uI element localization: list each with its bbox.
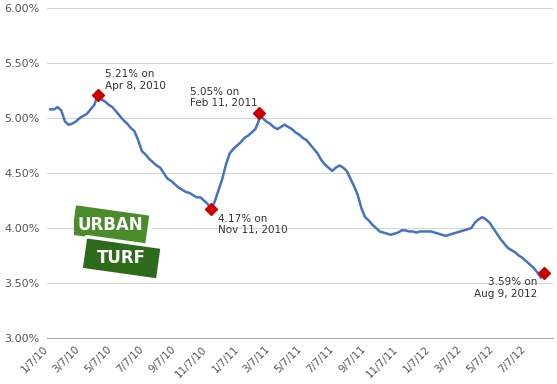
- FancyBboxPatch shape: [79, 234, 165, 283]
- Text: 3.59% on
Aug 9, 2012: 3.59% on Aug 9, 2012: [474, 277, 538, 299]
- FancyBboxPatch shape: [81, 237, 162, 280]
- Text: 5.21% on
Apr 8, 2010: 5.21% on Apr 8, 2010: [105, 69, 166, 91]
- FancyBboxPatch shape: [70, 204, 151, 247]
- Text: 4.17% on
Nov 11, 2010: 4.17% on Nov 11, 2010: [218, 214, 288, 235]
- Text: URBAN: URBAN: [78, 216, 143, 234]
- FancyBboxPatch shape: [67, 201, 154, 249]
- Text: TURF: TURF: [97, 249, 146, 267]
- Text: 5.05% on
Feb 11, 2011: 5.05% on Feb 11, 2011: [190, 87, 258, 109]
